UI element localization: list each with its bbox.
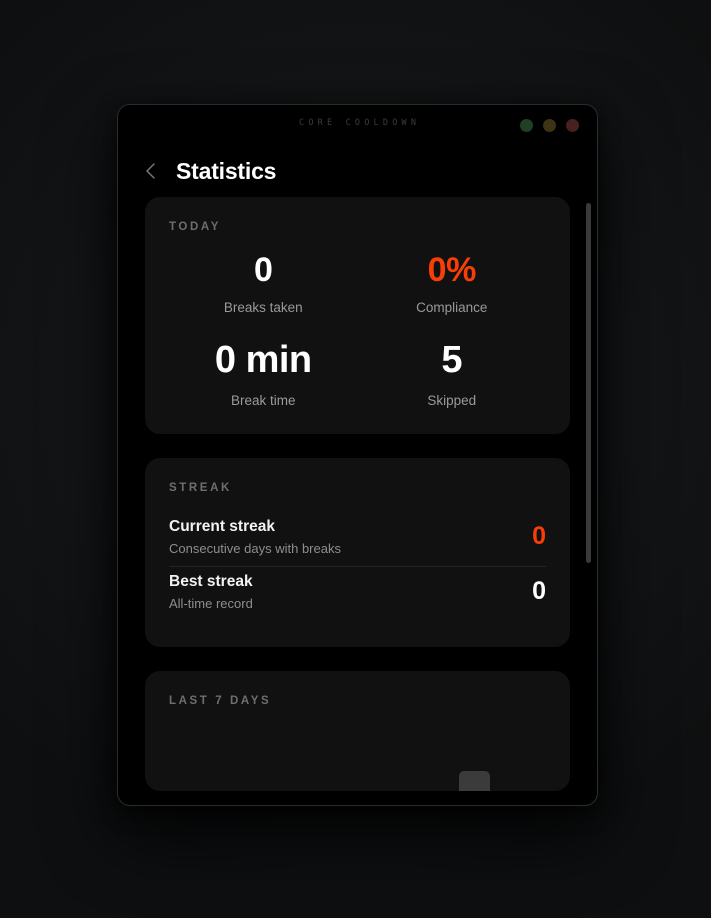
chart-bar xyxy=(459,770,490,791)
minimize-button[interactable] xyxy=(543,119,556,132)
streak-row-current-title: Current streak xyxy=(169,517,275,535)
stat-break-time-caption: Break time xyxy=(230,392,296,408)
streak-row-best-value: 0 xyxy=(532,577,546,606)
page-header: Statistics xyxy=(118,145,597,197)
stat-compliance: 0% Compliance xyxy=(358,251,547,315)
streak-card: STREAK Current streak Consecutive days w… xyxy=(145,457,570,647)
stat-compliance-value: 0% xyxy=(427,251,477,289)
stat-break-time-value: 0 min xyxy=(214,339,312,382)
last-7-days-card-label: LAST 7 DAYS xyxy=(169,694,272,707)
streak-row-current-text: Current streak Consecutive days with bre… xyxy=(169,518,341,556)
streak-row-current-value: 0 xyxy=(532,522,546,551)
today-card-label: TODAY xyxy=(169,221,221,233)
app-window: CORE COOLDOWN Statistics TODAY xyxy=(117,104,598,806)
window-titlebar[interactable]: CORE COOLDOWN xyxy=(118,105,597,145)
streak-card-label: STREAK xyxy=(169,481,232,494)
close-button[interactable] xyxy=(520,119,533,132)
streak-row-current-subtitle: Consecutive days with breaks xyxy=(169,540,341,556)
window-app-title: CORE COOLDOWN xyxy=(299,118,421,128)
stat-skipped-value: 5 xyxy=(441,339,463,382)
streak-row-current: Current streak Consecutive days with bre… xyxy=(169,512,546,566)
stat-skipped: 5 Skipped xyxy=(358,339,547,408)
today-stats-grid: 0 Breaks taken 0% Compliance 0 min Break… xyxy=(169,251,546,408)
streak-row-best: Best streak All-time record 0 xyxy=(169,567,546,621)
last-7-days-card: LAST 7 DAYS xyxy=(145,670,570,791)
weekly-bar-chart xyxy=(169,725,546,791)
stat-breaks-taken-caption: Breaks taken xyxy=(223,300,303,316)
streak-row-best-subtitle: All-time record xyxy=(169,595,253,611)
statistics-scroll-area[interactable]: TODAY 0 Breaks taken 0% Compliance 0 min… xyxy=(118,197,597,805)
traffic-light-group xyxy=(520,119,579,132)
streak-divider xyxy=(169,565,546,567)
stat-breaks-taken-value: 0 xyxy=(254,251,273,289)
chevron-left-icon[interactable] xyxy=(138,158,164,184)
stat-break-time: 0 min Break time xyxy=(169,339,358,408)
streak-row-best-text: Best streak All-time record xyxy=(169,573,253,611)
scrollbar-track[interactable] xyxy=(586,197,591,805)
stat-skipped-caption: Skipped xyxy=(427,392,477,408)
maximize-button[interactable] xyxy=(566,119,579,132)
scrollbar-thumb[interactable] xyxy=(586,203,591,563)
streak-row-best-title: Best streak xyxy=(169,572,253,590)
today-card: TODAY 0 Breaks taken 0% Compliance 0 min… xyxy=(145,197,570,434)
stat-compliance-caption: Compliance xyxy=(416,300,488,316)
page-title: Statistics xyxy=(176,157,277,184)
stat-breaks-taken: 0 Breaks taken xyxy=(169,251,358,315)
